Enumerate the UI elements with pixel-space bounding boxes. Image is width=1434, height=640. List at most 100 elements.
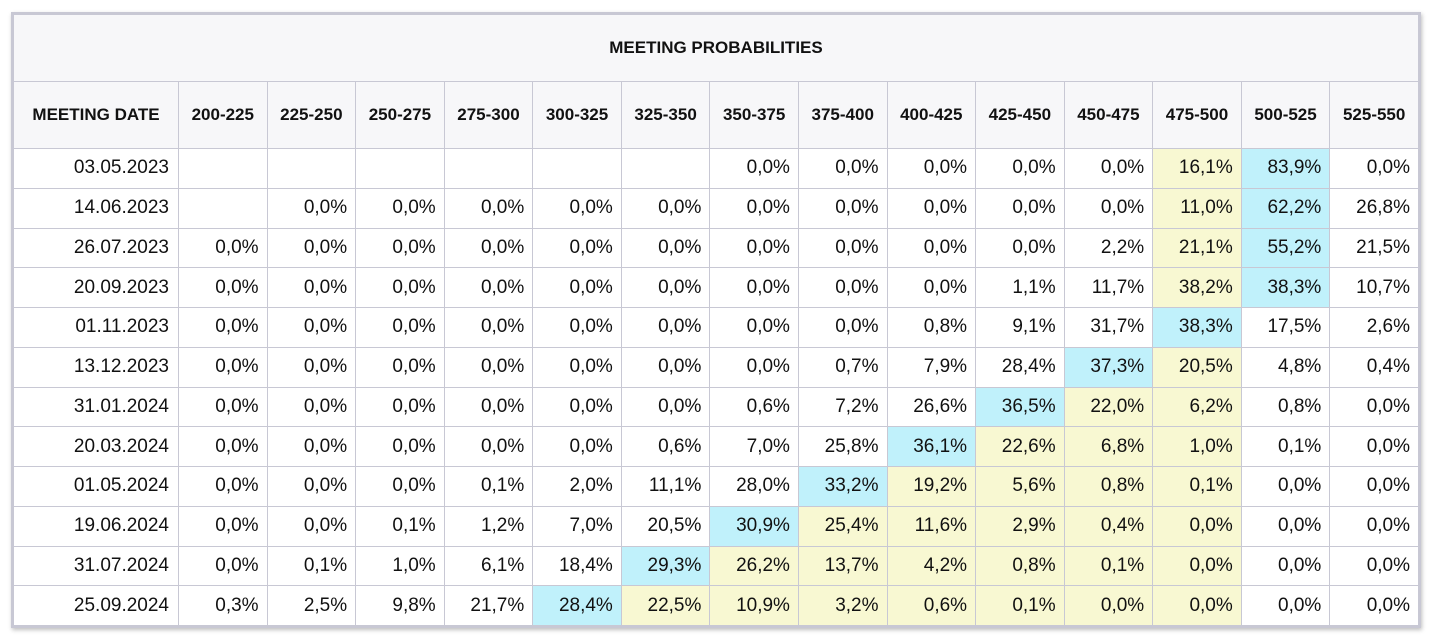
probability-cell: 7,9% (886, 346, 977, 388)
probability-cell: 0,0% (1152, 585, 1242, 626)
column-header-450-475: 450-475 (1063, 81, 1154, 149)
probability-cell: 0,0% (1329, 545, 1419, 587)
probability-cell: 0,0% (443, 187, 534, 229)
probability-cell: 11,0% (1152, 187, 1242, 229)
probability-cell: 0,1% (355, 505, 445, 547)
probability-cell: 6,8% (1063, 426, 1154, 467)
probability-cell (355, 148, 445, 189)
probability-cell: 0,0% (266, 466, 357, 507)
probability-cell: 29,3% (620, 545, 711, 587)
probability-cell: 0,1% (1063, 545, 1154, 587)
column-header-475-500: 475-500 (1152, 81, 1242, 149)
probability-cell: 0,0% (355, 307, 445, 348)
probability-cell: 20,5% (1152, 346, 1242, 388)
probability-cell: 0,0% (797, 307, 888, 348)
probability-cell: 0,0% (443, 346, 534, 388)
probability-cell: 0,0% (532, 307, 622, 348)
meeting-date-cell: 31.07.2024 (13, 545, 179, 587)
probability-cell: 28,4% (532, 585, 622, 626)
table-body: 03.05.2023 0,0% 0,0% 0,0% 0,0% 0,0% 16,1% 83,9%… (13, 148, 1419, 626)
probability-cell: 21,7% (443, 585, 534, 626)
probability-cell: 0,0% (355, 426, 445, 467)
column-header-425-450: 425-450 (975, 81, 1065, 149)
probability-cell: 0,0% (886, 187, 977, 229)
meeting-date-cell: 20.03.2024 (13, 426, 179, 467)
meeting-date-cell: 31.01.2024 (13, 386, 179, 428)
meeting-date-cell: 13.12.2023 (13, 346, 179, 388)
meeting-date-cell: 25.09.2024 (13, 585, 179, 626)
table-row: 31.07.2024 0,0% 0,1% 1,0% 6,1% 18,4% 29,3% 26,2… (13, 545, 1419, 587)
probability-cell: 0,3% (178, 585, 268, 626)
probability-cell: 25,8% (797, 426, 888, 467)
meeting-probabilities-table-container: MEETING PROBABILITIES MEETING DATE 200-22… (11, 12, 1421, 628)
probability-cell: 0,0% (532, 227, 622, 269)
probability-cell: 0,0% (620, 346, 711, 388)
probability-cell: 0,0% (443, 386, 534, 428)
meeting-date-cell: 26.07.2023 (13, 227, 179, 269)
probability-cell: 0,1% (1240, 426, 1331, 467)
column-header-250-275: 250-275 (355, 81, 445, 149)
probability-cell: 0,0% (178, 346, 268, 388)
probability-cell: 0,0% (1240, 585, 1331, 626)
probability-cell: 0,6% (620, 426, 711, 467)
probability-cell: 16,1% (1152, 148, 1242, 189)
probability-cell: 0,0% (709, 307, 799, 348)
probability-cell: 19,2% (886, 466, 977, 507)
table-row: 26.07.2023 0,0% 0,0% 0,0% 0,0% 0,0% 0,0% 0,0% 0,… (13, 227, 1419, 269)
column-header-300-325: 300-325 (532, 81, 622, 149)
probability-cell: 36,5% (975, 386, 1065, 428)
probability-cell: 22,0% (1063, 386, 1154, 428)
probability-cell: 0,0% (266, 187, 357, 229)
probability-cell: 0,0% (532, 386, 622, 428)
probability-cell: 0,0% (620, 227, 711, 269)
probability-cell: 0,0% (709, 267, 799, 308)
probability-cell: 28,0% (709, 466, 799, 507)
probability-cell: 0,0% (532, 426, 622, 467)
column-header-200-225: 200-225 (178, 81, 268, 149)
probability-cell: 38,2% (1152, 267, 1242, 308)
probability-cell: 0,0% (532, 187, 622, 229)
probability-cell: 0,6% (886, 585, 977, 626)
probability-cell: 0,7% (797, 346, 888, 388)
column-header-275-300: 275-300 (443, 81, 534, 149)
probability-cell: 0,0% (355, 267, 445, 308)
probability-cell: 0,0% (1329, 426, 1419, 467)
probability-cell: 26,6% (886, 386, 977, 428)
column-header-400-425: 400-425 (886, 81, 977, 149)
probability-cell: 2,6% (1329, 307, 1419, 348)
probability-cell: 0,0% (178, 545, 268, 587)
probability-cell: 0,4% (1329, 346, 1419, 388)
probability-cell: 0,6% (709, 386, 799, 428)
table-row: 03.05.2023 0,0% 0,0% 0,0% 0,0% 0,0% 16,1% 83,9%… (13, 148, 1419, 189)
probability-cell: 0,0% (886, 267, 977, 308)
column-header-meeting-date: MEETING DATE (13, 81, 179, 149)
column-header-525-550: 525-550 (1329, 81, 1419, 149)
probability-cell: 0,0% (1329, 585, 1419, 626)
probability-cell: 0,0% (266, 426, 357, 467)
column-header-350-375: 350-375 (709, 81, 799, 149)
probability-cell: 0,0% (355, 466, 445, 507)
table-row: 20.03.2024 0,0% 0,0% 0,0% 0,0% 0,0% 0,6% 7,0% 25… (13, 426, 1419, 467)
probability-cell: 6,2% (1152, 386, 1242, 428)
probability-cell: 28,4% (975, 346, 1065, 388)
probability-cell: 0,0% (1063, 585, 1154, 626)
probability-cell: 22,5% (620, 585, 711, 626)
probability-cell: 0,0% (443, 227, 534, 269)
probability-cell: 7,2% (797, 386, 888, 428)
probability-cell: 33,2% (797, 466, 888, 507)
probability-cell: 18,4% (532, 545, 622, 587)
meeting-date-cell: 03.05.2023 (13, 148, 179, 189)
probability-cell (178, 187, 268, 229)
probability-cell: 2,5% (266, 585, 357, 626)
probability-cell: 0,0% (620, 187, 711, 229)
probability-cell: 0,0% (443, 307, 534, 348)
probability-cell: 13,7% (797, 545, 888, 587)
probability-cell: 0,8% (1063, 466, 1154, 507)
probability-cell: 2,9% (975, 505, 1065, 547)
probability-cell: 7,0% (532, 505, 622, 547)
probability-cell: 0,0% (443, 267, 534, 308)
column-header-375-400: 375-400 (797, 81, 888, 149)
probability-cell: 0,0% (797, 227, 888, 269)
column-header-225-250: 225-250 (266, 81, 357, 149)
probability-cell: 21,5% (1329, 227, 1419, 269)
